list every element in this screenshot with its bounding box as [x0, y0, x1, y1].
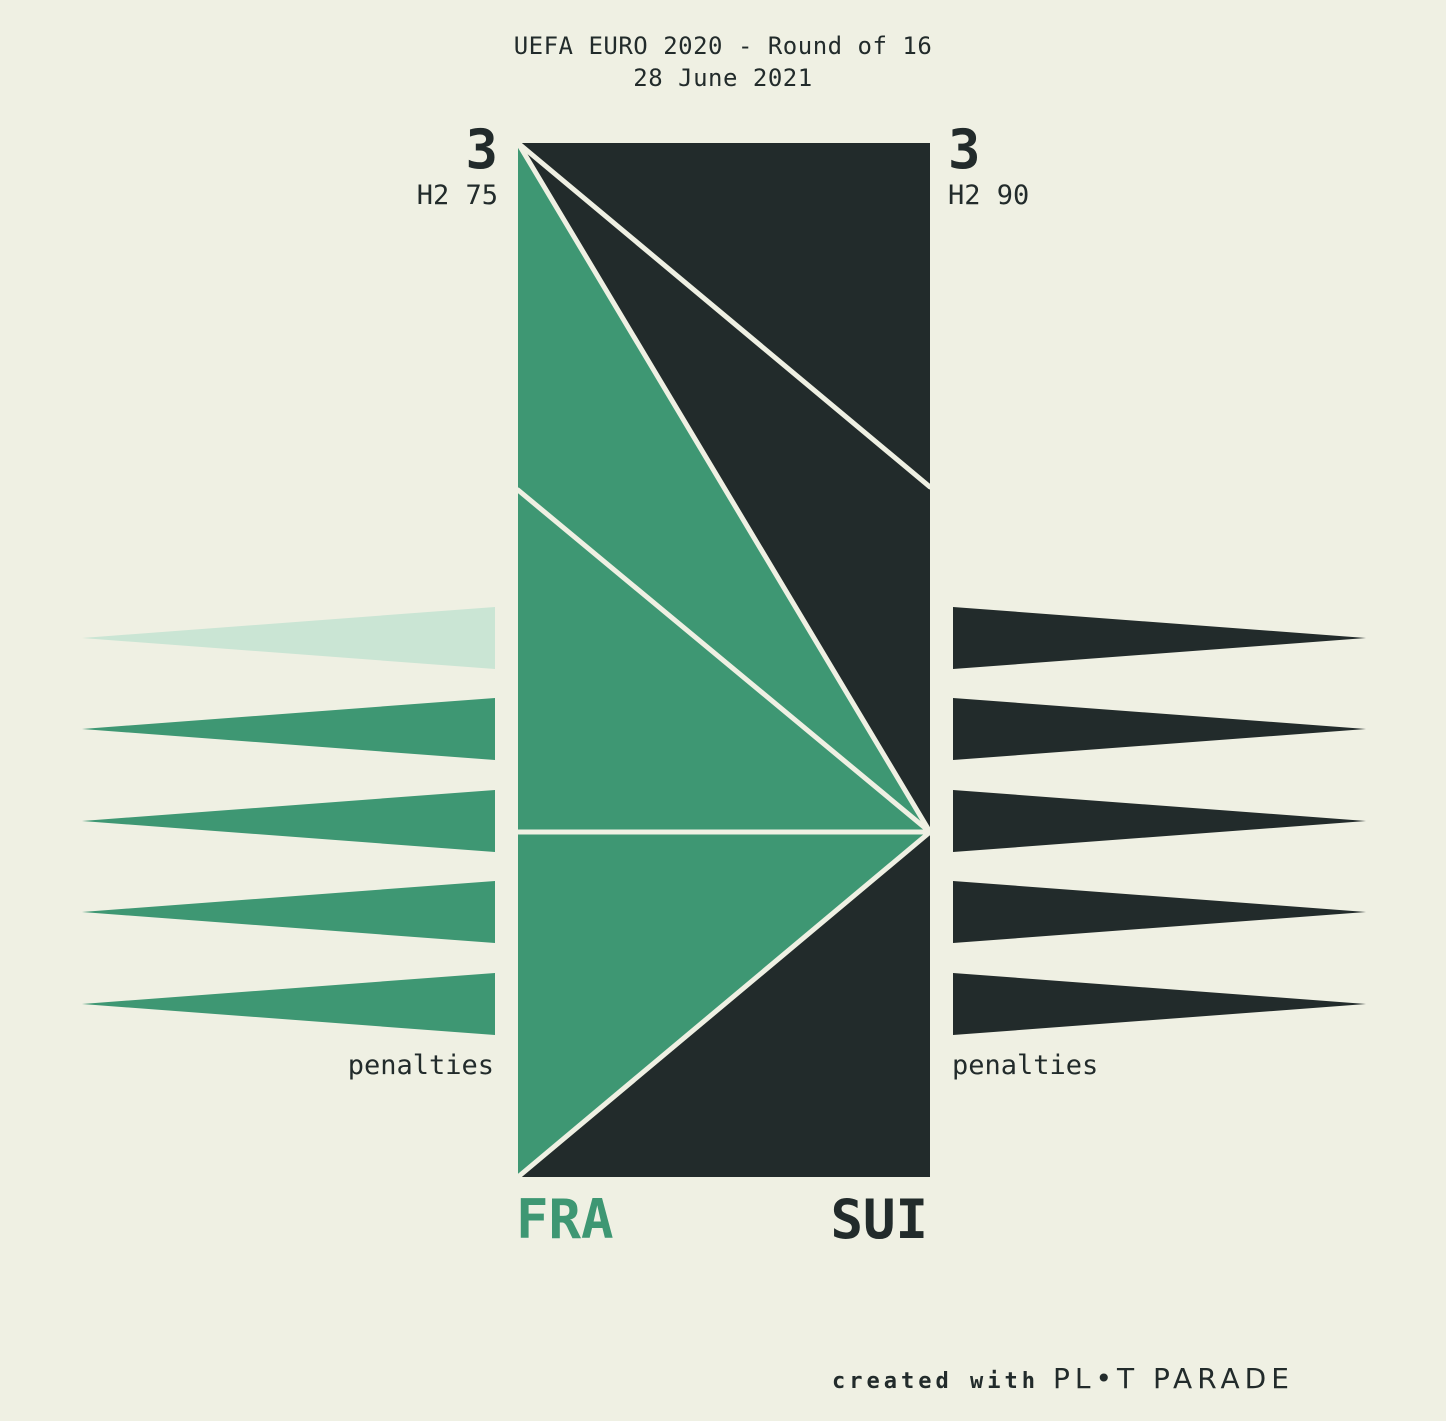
- penalties-label-left: penalties: [347, 1050, 494, 1081]
- penalty-right-1: [953, 607, 1366, 669]
- penalties-right: [953, 607, 1366, 1035]
- penalties-label-right: penalties: [952, 1050, 1099, 1081]
- footer-brand: PL•T PARADE: [1052, 1362, 1294, 1395]
- penalty-right-2: [953, 698, 1366, 760]
- penalty-right-4: [953, 881, 1366, 943]
- fra-goal-line-2: [515, 487, 933, 835]
- penalty-left-3: [82, 790, 495, 852]
- penalty-left-2: [82, 698, 495, 760]
- team-right-name: SUI: [830, 1188, 928, 1251]
- penalty-right-3: [953, 790, 1366, 852]
- timing-right: H2 90: [948, 180, 1030, 211]
- footer-credit: created with PL•T PARADE: [832, 1362, 1294, 1402]
- penalty-left-1: [82, 607, 495, 669]
- penalty-left-5: [82, 973, 495, 1035]
- score-left: 3: [465, 118, 498, 181]
- penalty-right-5: [953, 973, 1366, 1035]
- match-title: UEFA EURO 2020 - Round of 16 28 June 202…: [0, 30, 1446, 94]
- match-date: 28 June 2021: [633, 64, 813, 92]
- sui-goal-line-1: [515, 140, 933, 490]
- timing-left: H2 75: [416, 180, 498, 211]
- score-right: 3: [948, 118, 981, 181]
- penalty-left-4: [82, 881, 495, 943]
- footer-prefix: created with: [832, 1369, 1039, 1394]
- sui-goal-line-2: [515, 829, 933, 1180]
- penalties-left: [82, 607, 495, 1035]
- fra-goal-line-1: [515, 140, 933, 835]
- team-left-name: FRA: [516, 1188, 614, 1251]
- competition-title: UEFA EURO 2020 - Round of 16: [513, 32, 933, 60]
